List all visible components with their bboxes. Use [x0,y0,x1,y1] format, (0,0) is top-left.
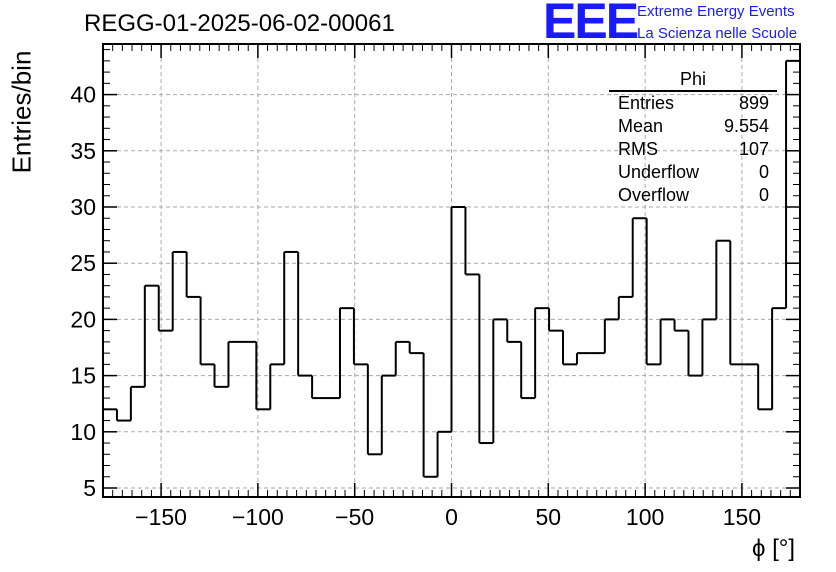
stats-label: RMS [618,139,658,159]
x-tick-label: −50 [335,504,374,530]
y-tick-label: 40 [70,82,96,108]
eee-logo: EEE [543,0,639,49]
stats-value: 0 [758,185,769,205]
x-tick-label: 0 [445,504,458,530]
x-tick-label: −100 [232,504,284,530]
y-tick-label: 20 [70,306,96,332]
chart-title: REGG-01-2025-06-02-00061 [84,10,395,37]
y-tick-label: 35 [70,138,96,164]
stats-row-rms: RMS 107 [609,138,777,161]
y-tick-label: 30 [70,194,96,220]
y-tick-label: 5 [83,475,96,501]
logo-tagline-1: Extreme Energy Events [637,3,795,20]
y-tick-label: 15 [70,363,96,389]
x-tick-label: −150 [135,504,187,530]
stats-value: 899 [738,93,769,113]
stats-box: Phi Entries 899 Mean 9.554 RMS 107 Under… [609,68,777,207]
y-tick-label: 25 [70,250,96,276]
x-axis-label: ϕ [°] [752,535,796,562]
stats-label: Underflow [618,162,700,182]
logo-tagline-2: La Scienza nelle Scuole [637,25,798,42]
x-tick-label: 100 [626,504,664,530]
stats-value: 0 [758,162,769,182]
stats-name: Phi [609,68,777,92]
stats-row-mean: Mean 9.554 [609,115,777,138]
x-tick-label: 50 [536,504,562,530]
stats-row-entries: Entries 899 [609,92,777,115]
y-tick-label: 10 [70,419,96,445]
x-tick-label: 150 [723,504,761,530]
stats-row-underflow: Underflow 0 [609,161,777,184]
stats-label: Overflow [618,185,690,205]
plot-frame [102,43,801,498]
stats-value: 9.554 [723,116,769,136]
stats-row-overflow: Overflow 0 [609,184,777,207]
stats-value: 107 [738,139,769,159]
stats-label: Mean [618,116,664,136]
stats-label: Entries [618,93,675,113]
